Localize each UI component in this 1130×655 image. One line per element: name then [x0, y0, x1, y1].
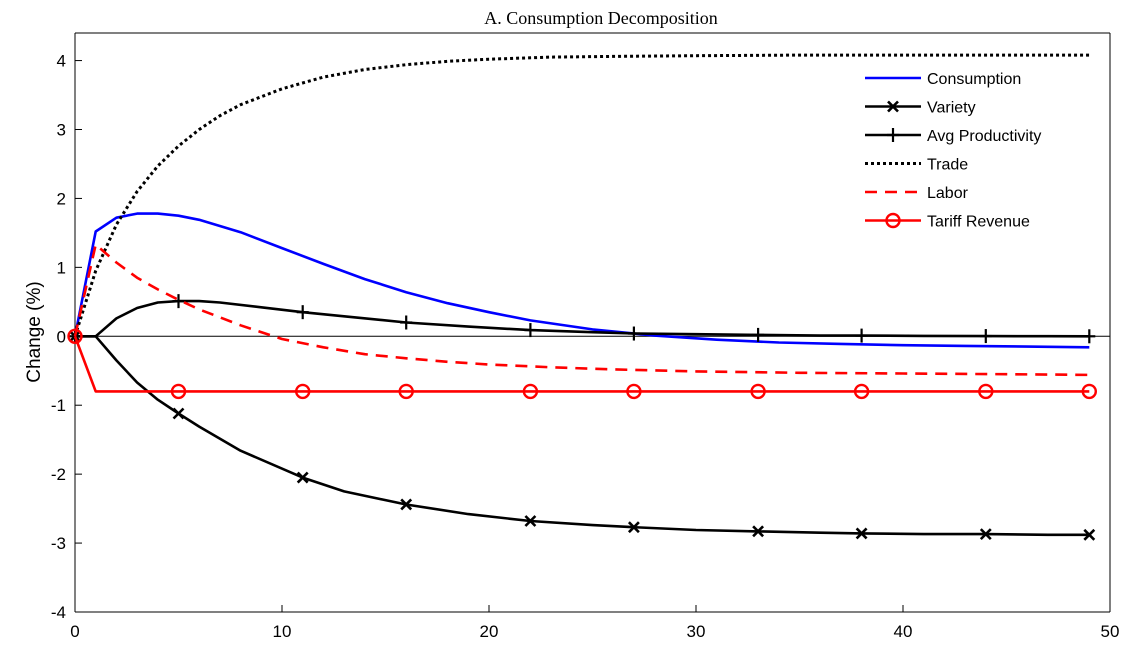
marker-circle	[626, 383, 642, 400]
series-line-trade	[73, 53, 1090, 337]
series-consumption	[73, 212, 1090, 349]
marker-circle	[170, 383, 187, 400]
data-point-tariff-revenue	[750, 383, 766, 400]
series-labor	[73, 243, 1090, 377]
marker-circle	[67, 328, 83, 344]
data-point-variety	[627, 521, 640, 534]
x-tick-label: 40	[894, 622, 913, 641]
marker-circle	[853, 383, 870, 400]
data-point-tariff-revenue	[170, 383, 187, 400]
y-tick-label: 4	[57, 52, 66, 71]
data-point-avg-productivity	[979, 329, 992, 344]
data-point-tariff-revenue	[522, 383, 539, 400]
marker-stroke	[400, 498, 413, 511]
series-trade	[73, 53, 1090, 337]
legend-label: Trade	[927, 157, 968, 174]
data-point-tariff-revenue	[67, 328, 83, 344]
data-point-variety	[752, 525, 765, 538]
series-tariff-revenue	[67, 328, 1098, 400]
y-tick-label: 2	[57, 189, 66, 208]
legend-marker	[887, 100, 899, 113]
legend-entry-tariff-revenue: Tariff Revenue	[865, 212, 1030, 231]
series-line-consumption	[73, 212, 1090, 349]
data-point-variety	[979, 528, 992, 541]
marker-circle	[750, 383, 766, 400]
legend-entry-labor: Labor	[865, 185, 969, 202]
y-tick-label: -4	[51, 603, 66, 622]
marker-stroke	[172, 407, 185, 420]
legend-label: Consumption	[927, 71, 1021, 88]
y-tick-label: 3	[57, 121, 66, 140]
data-point-avg-productivity	[296, 305, 309, 320]
marker-stroke	[855, 527, 868, 540]
marker-circle	[1081, 383, 1098, 400]
chart-title: A. Consumption Decomposition	[484, 8, 718, 28]
y-tick-label: 1	[57, 258, 66, 277]
data-point-avg-productivity	[855, 328, 868, 343]
marker-stroke	[627, 521, 640, 534]
series-line-avg-productivity	[75, 299, 1090, 338]
legend-label: Variety	[927, 100, 976, 117]
legend-entry-avg-productivity: Avg Productivity	[865, 128, 1041, 145]
data-point-variety	[172, 407, 185, 420]
marker-circle	[398, 383, 414, 400]
legend-label: Avg Productivity	[927, 128, 1041, 145]
data-point-variety	[524, 515, 537, 527]
data-point-tariff-revenue	[398, 383, 414, 400]
series-variety	[69, 330, 1096, 541]
data-point-tariff-revenue	[295, 383, 311, 400]
marker-stroke	[1083, 528, 1096, 541]
data-point-avg-productivity	[1083, 329, 1096, 344]
marker-circle	[295, 383, 311, 400]
y-tick-label: -1	[51, 396, 66, 415]
data-point-tariff-revenue	[978, 383, 994, 400]
plot-area	[67, 53, 1098, 541]
axes: 0 10 20 30 40 50 -4 -3 -2 -1 0 1 2 3 4	[51, 32, 1120, 641]
y-tick-label: -2	[51, 465, 66, 484]
legend-entry-consumption: Consumption	[865, 71, 1021, 88]
series-line-tariff-revenue	[73, 335, 1090, 393]
legend-label: Tariff Revenue	[927, 214, 1030, 231]
legend-marker	[887, 128, 899, 142]
data-point-variety	[296, 471, 309, 484]
data-point-variety	[855, 527, 868, 540]
legend: Consumption Variety Avg Productivity Trade L…	[865, 71, 1041, 231]
legend-entry-variety: Variety	[865, 100, 976, 117]
marker-circle	[978, 383, 994, 400]
series-avg-productivity	[69, 294, 1096, 344]
data-point-avg-productivity	[627, 326, 640, 341]
data-point-avg-productivity	[524, 323, 537, 338]
x-tick-label: 30	[687, 622, 706, 641]
marker-stroke	[296, 471, 309, 484]
marker-circle	[522, 383, 539, 400]
marker-stroke	[524, 515, 537, 527]
data-point-variety	[1083, 528, 1096, 541]
x-tick-label: 20	[480, 622, 499, 641]
marker-circle	[885, 212, 901, 229]
data-point-tariff-revenue	[1081, 383, 1098, 400]
x-tick-label: 50	[1101, 622, 1120, 641]
series-line-variety	[75, 334, 1090, 537]
marker-stroke	[887, 100, 899, 113]
legend-label: Labor	[927, 185, 969, 202]
x-tick-label: 0	[70, 622, 79, 641]
data-point-avg-productivity	[752, 327, 765, 342]
x-tick-label: 10	[273, 622, 292, 641]
y-axis-label: Change (%)	[24, 281, 45, 382]
legend-marker	[885, 212, 901, 229]
series-line-labor	[73, 243, 1090, 377]
legend-entry-trade: Trade	[865, 157, 968, 174]
data-point-tariff-revenue	[853, 383, 870, 400]
marker-stroke	[979, 528, 992, 541]
data-point-avg-productivity	[400, 315, 413, 330]
marker-stroke	[752, 525, 765, 538]
data-point-variety	[400, 498, 413, 511]
data-point-avg-productivity	[172, 294, 185, 309]
data-point-tariff-revenue	[626, 383, 642, 400]
y-tick-label: 0	[57, 327, 66, 346]
y-tick-label: -3	[51, 534, 66, 553]
